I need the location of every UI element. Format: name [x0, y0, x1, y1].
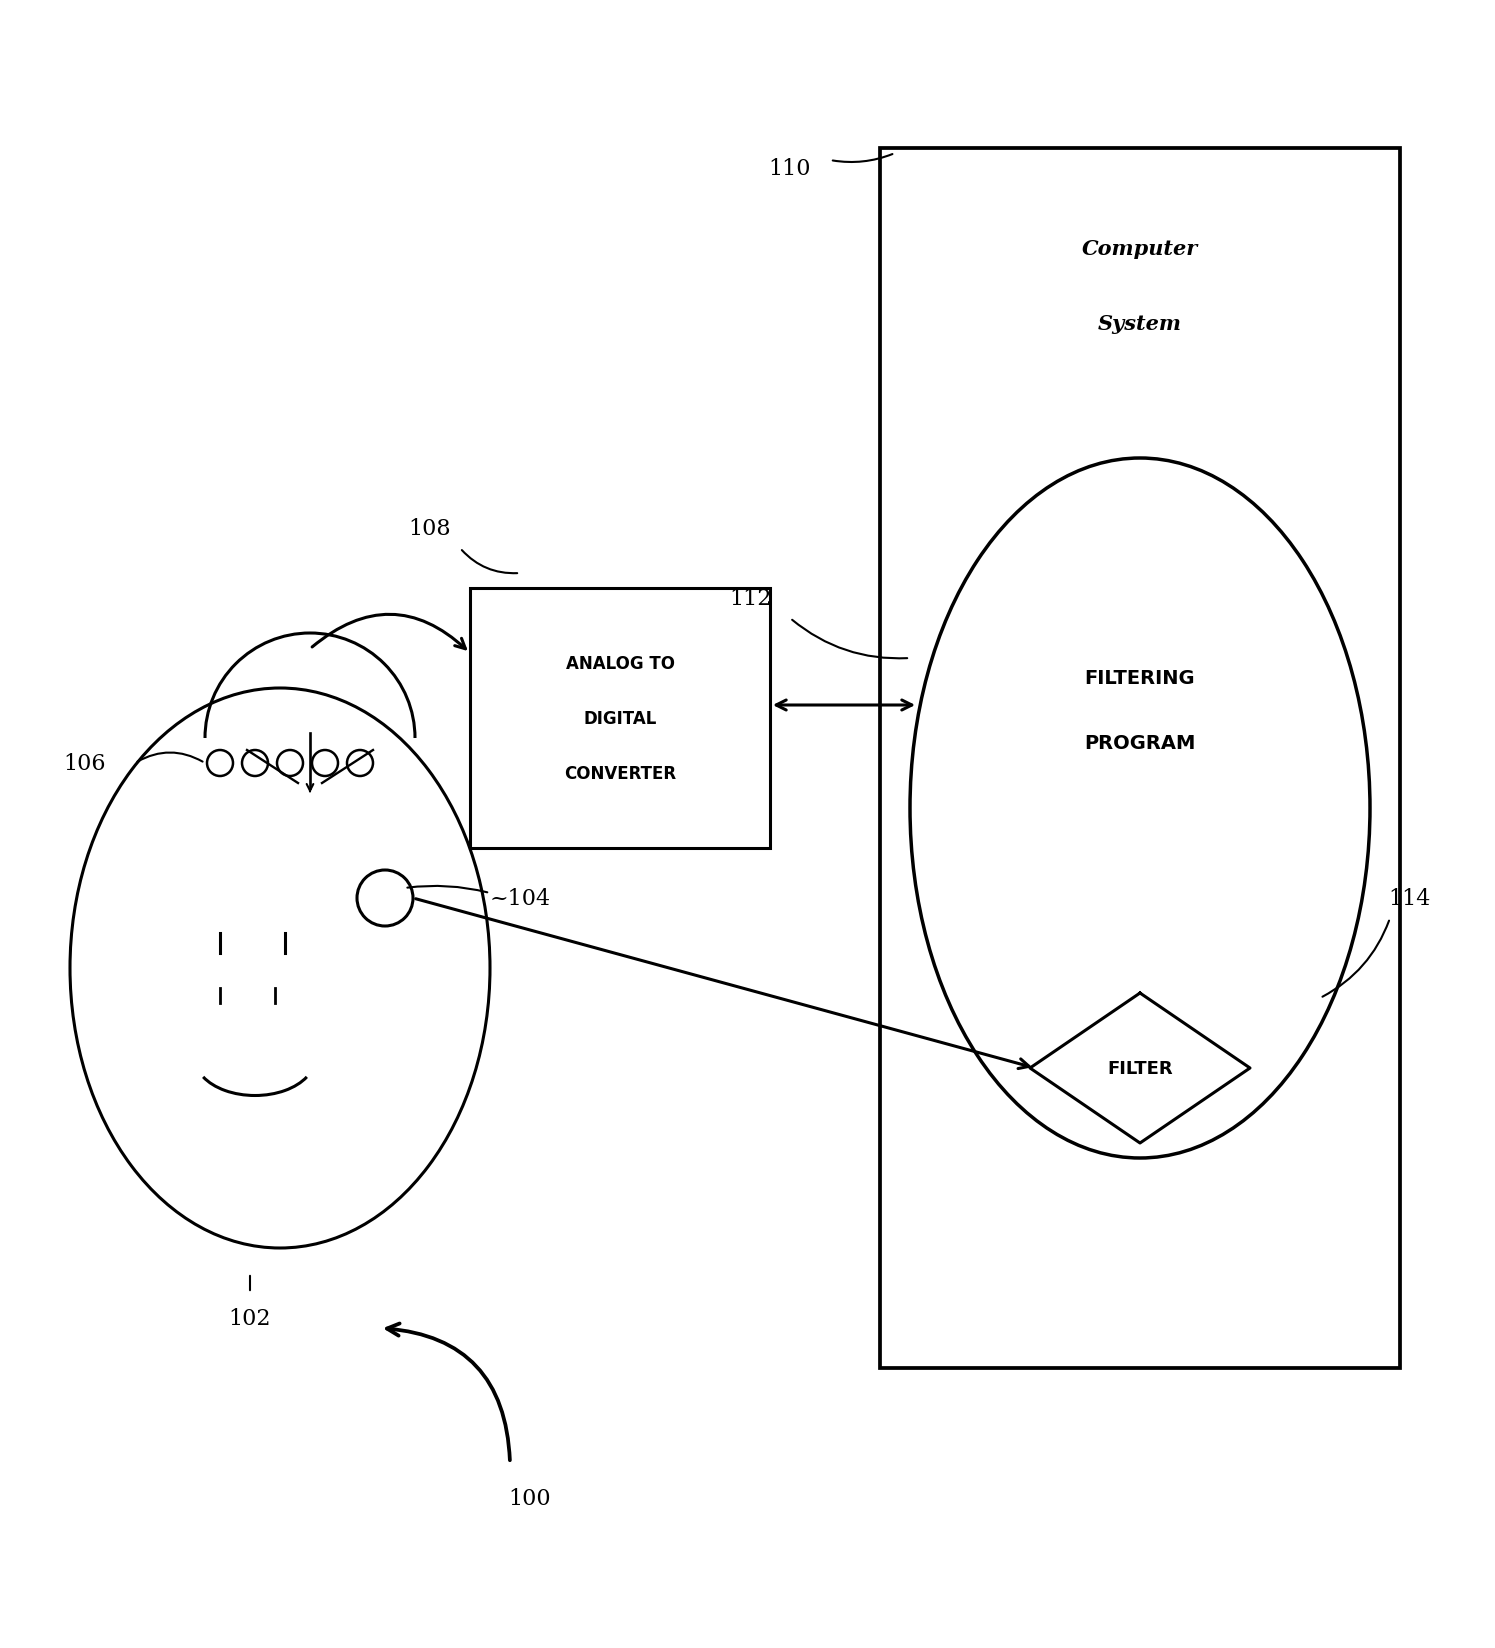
- Text: 106: 106: [64, 753, 106, 775]
- Text: System: System: [1097, 313, 1183, 335]
- Text: DIGITAL: DIGITAL: [583, 710, 656, 727]
- Text: PROGRAM: PROGRAM: [1084, 733, 1196, 753]
- Text: FILTERING: FILTERING: [1085, 669, 1196, 689]
- Text: FILTER: FILTER: [1108, 1060, 1172, 1078]
- Text: ANALOG TO: ANALOG TO: [565, 654, 674, 672]
- Text: 110: 110: [768, 158, 812, 180]
- Text: 114: 114: [1389, 888, 1431, 910]
- Text: Computer: Computer: [1082, 239, 1197, 259]
- Bar: [469, 588, 770, 849]
- Bar: [881, 148, 1399, 1368]
- Text: CONVERTER: CONVERTER: [564, 765, 676, 783]
- Text: 100: 100: [508, 1486, 552, 1510]
- Text: ~104: ~104: [490, 888, 552, 910]
- Text: 108: 108: [408, 517, 451, 539]
- Text: 102: 102: [229, 1307, 271, 1330]
- Text: 112: 112: [730, 588, 771, 610]
